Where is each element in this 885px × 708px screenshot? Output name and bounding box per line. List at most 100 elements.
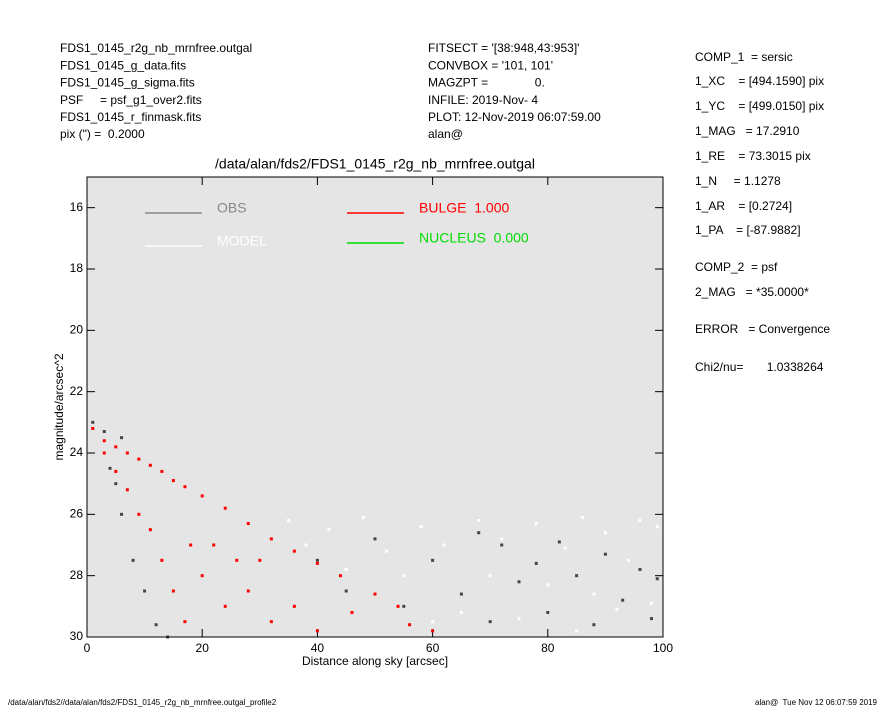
data-point xyxy=(385,549,389,553)
data-point xyxy=(143,589,147,593)
data-point xyxy=(269,537,273,541)
header-right-line: 1_XC = [494.1590] pix xyxy=(695,74,824,88)
data-point xyxy=(338,574,342,578)
data-point xyxy=(327,528,331,532)
data-point xyxy=(315,558,319,562)
header-middle-line: CONVBOX = '101, 101' xyxy=(428,58,553,72)
data-point xyxy=(396,604,400,608)
legend-label: NUCLEUS 0.000 xyxy=(419,230,529,246)
data-point xyxy=(459,592,463,596)
header-right-line: 1_AR = [0.2724] xyxy=(695,199,792,213)
header-left-line: PSF = psf_g1_over2.fits xyxy=(60,93,202,107)
data-point xyxy=(137,457,141,461)
data-point xyxy=(557,540,561,544)
legend-label: OBS xyxy=(217,200,247,216)
data-point xyxy=(223,604,227,608)
data-point xyxy=(171,589,175,593)
data-point xyxy=(408,623,412,627)
data-point xyxy=(315,561,319,565)
data-point xyxy=(292,549,296,553)
header-right-line: 2_MAG = *35.0000* xyxy=(695,285,809,299)
header-left-line: FDS1_0145_r2g_nb_mrnfree.outgal xyxy=(60,41,252,55)
data-point xyxy=(287,518,291,522)
data-point xyxy=(655,577,659,581)
data-point xyxy=(200,494,204,498)
plot-frame xyxy=(86,176,664,638)
data-point xyxy=(459,610,463,614)
data-point xyxy=(655,525,659,529)
y-tick-label: 24 xyxy=(70,445,84,459)
data-point xyxy=(131,558,135,562)
header-right-line: 1_N = 1.1278 xyxy=(695,174,781,188)
data-point xyxy=(592,623,596,627)
data-point xyxy=(148,463,152,467)
data-point xyxy=(246,522,250,526)
header-right-line: COMP_1 = sersic xyxy=(695,50,793,64)
footer-right: alan@ Tue Nov 12 06:07:59 2019 xyxy=(755,698,878,707)
data-point xyxy=(419,525,423,529)
data-point xyxy=(517,580,521,584)
data-point xyxy=(431,629,435,633)
data-point xyxy=(114,469,118,473)
header-middle-line: PLOT: 12-Nov-2019 06:07:59.00 xyxy=(428,110,601,124)
data-point xyxy=(235,558,239,562)
x-tick-label: 40 xyxy=(311,641,325,655)
x-axis-label: Distance along sky [arcsec] xyxy=(302,654,448,668)
data-point xyxy=(223,506,227,510)
data-point xyxy=(154,623,158,627)
data-point xyxy=(592,592,596,596)
data-point xyxy=(91,426,95,430)
data-point xyxy=(575,629,579,633)
data-point xyxy=(534,522,538,526)
data-point xyxy=(402,574,406,578)
data-point xyxy=(500,543,504,547)
x-tick-label: 60 xyxy=(426,641,440,655)
data-point xyxy=(488,574,492,578)
x-tick-label: 80 xyxy=(541,641,555,655)
y-tick-label: 26 xyxy=(70,507,84,521)
header-left-line: FDS1_0145_g_sigma.fits xyxy=(60,76,195,90)
data-point xyxy=(200,574,204,578)
data-point xyxy=(212,543,216,547)
header-middle-line: alan@ xyxy=(428,127,463,141)
data-point xyxy=(575,574,579,578)
y-axis-label: magnitude/arcsec^2 xyxy=(52,353,66,460)
x-tick-label: 100 xyxy=(653,641,673,655)
data-point xyxy=(246,589,250,593)
data-point xyxy=(488,620,492,624)
footer-left: /data/alan/fds2//data/alan/fds2/FDS1_014… xyxy=(8,698,277,707)
x-tick-label: 0 xyxy=(84,641,91,655)
data-point xyxy=(350,610,354,614)
data-point xyxy=(160,558,164,562)
y-tick-label: 18 xyxy=(70,261,84,275)
data-point xyxy=(373,592,377,596)
data-point xyxy=(621,598,625,602)
header-right-line: ERROR = Convergence xyxy=(695,322,830,336)
data-point xyxy=(626,558,630,562)
data-point xyxy=(160,469,164,473)
data-point xyxy=(304,543,308,547)
legend-label: BULGE 1.000 xyxy=(419,200,509,216)
data-point xyxy=(183,485,187,489)
data-point xyxy=(91,420,95,424)
data-point xyxy=(137,512,141,516)
data-point xyxy=(315,629,319,633)
data-point xyxy=(477,531,481,535)
data-point xyxy=(546,610,550,614)
data-point xyxy=(258,558,262,562)
data-point xyxy=(183,620,187,624)
header-left-line: FDS1_0145_r_finmask.fits xyxy=(60,110,201,124)
data-point xyxy=(477,518,481,522)
data-point xyxy=(649,601,653,605)
plot-background xyxy=(87,177,663,637)
header-left-line: FDS1_0145_g_data.fits xyxy=(60,58,186,72)
data-point xyxy=(292,604,296,608)
y-tick-label: 16 xyxy=(70,200,84,214)
x-tick-label: 20 xyxy=(196,641,210,655)
data-point xyxy=(125,451,129,455)
y-tick-label: 22 xyxy=(70,384,84,398)
data-point xyxy=(402,604,406,608)
data-point xyxy=(638,518,642,522)
header-right-line: COMP_2 = psf xyxy=(695,260,778,274)
data-point xyxy=(269,620,273,624)
